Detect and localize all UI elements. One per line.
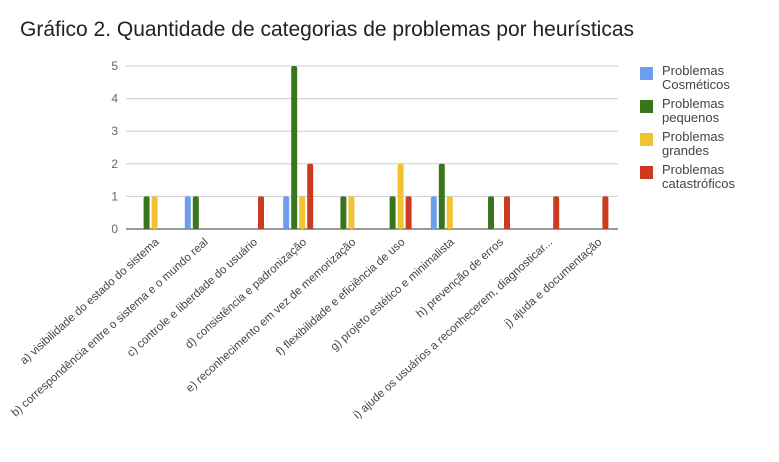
chart-title: Gráfico 2. Quantidade de categorias de p…	[20, 18, 635, 41]
bar	[602, 196, 609, 229]
legend-label: Problemas catastróficos	[662, 162, 735, 191]
legend-swatch	[640, 133, 653, 146]
bar	[283, 196, 290, 229]
bar	[184, 196, 191, 229]
chart-legend: Problemas Cosméticos Problemas pequenos Pr…	[640, 64, 750, 196]
bar	[151, 196, 158, 229]
y-tick-label: 2	[111, 157, 118, 171]
bar	[389, 196, 396, 229]
bar	[348, 196, 355, 229]
bar	[307, 163, 314, 229]
x-tick-label: h) prevenção de erros	[414, 236, 506, 320]
bars	[143, 66, 609, 229]
bar	[446, 196, 453, 229]
bar	[504, 196, 510, 229]
legend-label: Problemas Cosméticos	[662, 63, 730, 92]
legend-item: Problemas Cosméticos	[640, 64, 750, 92]
bar	[430, 196, 437, 229]
gridlines	[126, 65, 618, 230]
bar	[405, 196, 412, 229]
x-tick-label: b) correspondência entre o sistema e o m…	[9, 236, 210, 419]
legend-item: Problemas grandes	[640, 130, 750, 158]
legend-label: Problemas grandes	[662, 129, 725, 158]
legend-swatch	[640, 166, 653, 179]
legend-swatch	[640, 100, 653, 113]
bar	[143, 196, 150, 229]
y-tick-label: 1	[111, 189, 118, 203]
bar	[291, 66, 298, 229]
bar	[488, 196, 494, 229]
x-tick-label: e) reconhecimento em vez de memorização	[184, 236, 358, 395]
bar	[438, 163, 445, 229]
legend-label: Problemas pequenos	[662, 96, 725, 125]
legend-swatch	[640, 67, 653, 80]
y-axis-ticks: 0 1 2 3 4 5	[111, 59, 118, 236]
y-tick-label: 3	[111, 124, 118, 138]
legend-item: Problemas catastróficos	[640, 163, 750, 191]
bar	[192, 196, 199, 229]
bar	[340, 196, 347, 229]
y-tick-label: 0	[111, 222, 118, 236]
legend-item: Problemas pequenos	[640, 97, 750, 125]
bar	[553, 196, 560, 229]
bar	[299, 196, 306, 229]
bar	[397, 163, 404, 229]
bar	[258, 196, 264, 229]
y-tick-label: 4	[111, 92, 118, 106]
x-tick-label: j) ajuda e documentação	[502, 236, 604, 330]
y-tick-label: 5	[111, 59, 118, 73]
